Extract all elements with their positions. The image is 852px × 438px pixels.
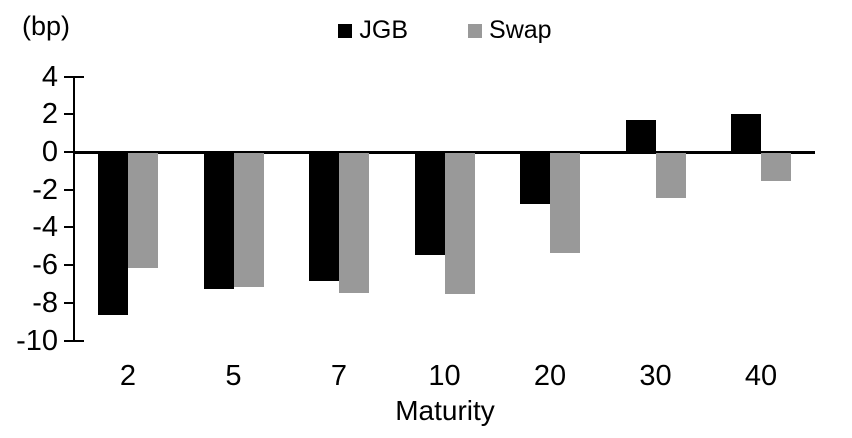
bar-jgb-20	[520, 153, 550, 204]
y-tick-label: -8	[32, 286, 58, 319]
legend-label: JGB	[359, 16, 409, 44]
x-tick-label: 10	[428, 360, 461, 392]
y-tick-label: 0	[41, 136, 58, 168]
x-tick-label: 7	[330, 360, 348, 392]
y-tick-label: -6	[32, 249, 58, 282]
bar-swap-10	[444, 153, 475, 295]
y-tick-label: -10	[16, 324, 58, 357]
legend: JGB Swap	[75, 18, 815, 43]
y-tick-label: 2	[41, 98, 58, 131]
y-axis-bottom-cap	[75, 339, 84, 342]
legend-item-swap: Swap	[468, 18, 552, 43]
y-axis-unit-label: (bp)	[22, 11, 71, 41]
x-tick-label: 30	[639, 360, 672, 392]
legend-label: Swap	[489, 16, 552, 44]
bar-swap-5	[233, 153, 264, 287]
bar-swap-40	[761, 153, 791, 182]
x-tick-label: 2	[119, 360, 137, 392]
y-tick	[64, 151, 73, 153]
y-tick-label: -4	[32, 211, 58, 244]
bar-jgb-30	[625, 119, 656, 152]
bar-swap-7	[339, 153, 369, 293]
bar-jgb-7	[309, 153, 339, 282]
legend-swatch-jgb	[338, 23, 353, 38]
y-tick	[64, 339, 73, 342]
y-tick	[64, 264, 73, 267]
legend-swatch-swap	[468, 23, 483, 38]
bar-jgb-2	[98, 153, 128, 316]
y-tick	[64, 226, 73, 229]
y-tick	[64, 188, 73, 191]
x-tick-label: 20	[533, 360, 567, 392]
x-tick-label: 40	[744, 360, 778, 392]
y-axis-top-cap	[75, 75, 84, 78]
y-tick	[64, 301, 73, 304]
bar-jgb-5	[203, 153, 234, 289]
y-tick-label: -2	[32, 173, 58, 206]
zero-baseline	[73, 151, 815, 154]
bar-jgb-10	[414, 153, 445, 255]
bar-swap-30	[655, 153, 686, 199]
legend-item-jgb: JGB	[338, 18, 408, 43]
x-axis-title: Maturity	[395, 395, 495, 426]
y-tick-label: 4	[41, 60, 58, 93]
bar-swap-2	[128, 153, 158, 269]
y-axis-line	[73, 75, 75, 342]
y-tick	[64, 113, 73, 116]
bar-jgb-40	[731, 114, 761, 152]
x-tick-label: 5	[225, 360, 242, 392]
bar-swap-20	[550, 153, 580, 253]
y-tick	[64, 75, 73, 78]
